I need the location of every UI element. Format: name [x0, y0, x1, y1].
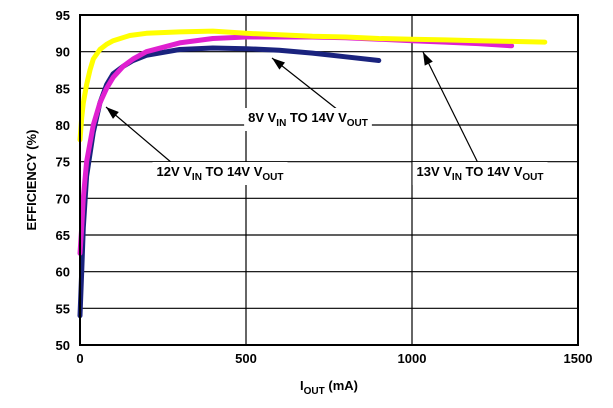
annotation-arrow-line [271, 57, 339, 111]
annotation-label-bg [412, 162, 548, 185]
y-tick-label: 70 [56, 191, 70, 206]
x-tick-labels: 0 500 1000 1500 [76, 351, 592, 366]
x-axis-label: IOUT (mA) [300, 378, 358, 397]
series-line-3 [77, 28, 548, 143]
annotation-label-1: 8V VIN TO 14V VOUT [248, 110, 368, 129]
annotation-label-3: 13V VIN TO 14V VOUT [417, 164, 544, 183]
y-tick-label: 75 [56, 155, 70, 170]
y-tick-label: 80 [56, 118, 70, 133]
annotation-label-2: 12V VIN TO 14V VOUT [157, 164, 284, 183]
x-axis-label-sub: OUT [304, 386, 325, 397]
annotation-label-bg [244, 108, 372, 131]
y-tick-label: 85 [56, 81, 70, 96]
plot-frame [79, 14, 579, 346]
annotation-arrowhead [106, 107, 119, 119]
y-axis-label: EFFICIENCY (%) [24, 130, 39, 231]
y-tick-label: 50 [56, 338, 70, 353]
y-tick-labels: 50 55 60 65 70 75 80 85 90 95 [56, 8, 70, 353]
annotation-arrowhead [272, 58, 285, 70]
x-axis-label-rest: (mA) [325, 378, 358, 393]
y-tick-label: 60 [56, 265, 70, 280]
x-tick-label: 1000 [398, 351, 427, 366]
annotations: 8V VIN TO 14V VOUT 12V VIN TO 14V VOUT 13V… [105, 51, 548, 185]
y-tick-label: 55 [56, 301, 70, 316]
annotation-arrow-line [422, 51, 479, 164]
annotation-label-bg [152, 162, 288, 185]
x-tick-label: 500 [235, 351, 257, 366]
annotation-arrow-line [105, 106, 173, 164]
x-axis-label-main: I [300, 378, 304, 393]
annotation-arrowhead [423, 52, 433, 66]
series-line-2 [77, 34, 515, 256]
y-tick-label: 95 [56, 8, 70, 23]
y-tick-label: 65 [56, 228, 70, 243]
x-tick-label: 0 [76, 351, 83, 366]
y-tick-label: 90 [56, 45, 70, 60]
x-tick-label: 1500 [564, 351, 593, 366]
series-lines [77, 28, 548, 319]
